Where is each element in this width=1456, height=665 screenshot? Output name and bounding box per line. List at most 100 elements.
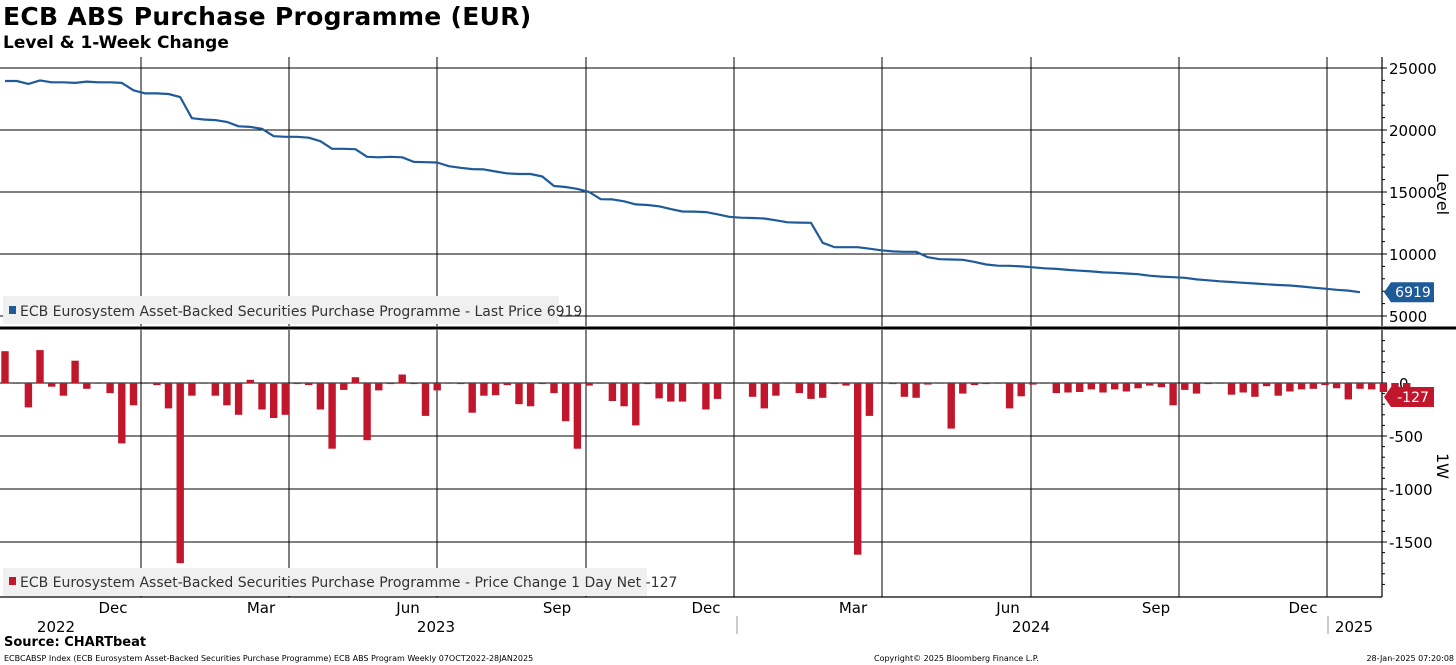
last-value-tag-top: 6919 bbox=[1395, 285, 1431, 301]
change-bar bbox=[795, 383, 803, 394]
change-bar bbox=[702, 383, 710, 410]
change-bar bbox=[713, 383, 722, 399]
change-bar bbox=[1040, 383, 1049, 384]
x-tick-label-month: Dec bbox=[1288, 599, 1317, 617]
change-bar bbox=[223, 383, 231, 406]
change-bar bbox=[760, 383, 768, 409]
copyright-text: Copyright© 2025 Bloomberg Finance L.P. bbox=[874, 654, 1039, 663]
change-bar bbox=[1, 351, 9, 383]
change-bar bbox=[129, 383, 138, 406]
change-bar bbox=[480, 383, 488, 396]
change-bar bbox=[386, 383, 395, 385]
change-bar bbox=[83, 383, 91, 389]
change-bar bbox=[1029, 383, 1037, 385]
change-bar bbox=[562, 383, 570, 422]
change-bar bbox=[340, 383, 348, 390]
y-tick-label-top: 20000 bbox=[1389, 122, 1437, 140]
change-bar bbox=[1274, 383, 1282, 396]
y-tick-label-top: 10000 bbox=[1389, 246, 1437, 264]
x-tick-label-year: 2024 bbox=[1012, 618, 1050, 636]
change-bar bbox=[1332, 383, 1341, 389]
change-bar bbox=[994, 383, 1002, 384]
change-bar bbox=[725, 383, 733, 384]
change-bar bbox=[1356, 383, 1364, 389]
change-bar bbox=[351, 377, 360, 383]
chart-subtitle: Level & 1-Week Change bbox=[3, 33, 229, 53]
change-bar bbox=[398, 374, 406, 383]
change-bar bbox=[445, 383, 453, 384]
change-bar bbox=[305, 383, 313, 386]
change-bar bbox=[783, 383, 792, 384]
change-bar bbox=[1076, 383, 1084, 392]
change-bar bbox=[1087, 383, 1095, 390]
change-bar bbox=[433, 383, 441, 391]
timestamp: 28-Jan-2025 07:20:08 bbox=[1366, 654, 1454, 663]
y-tick-label-top: 5000 bbox=[1389, 308, 1427, 326]
change-bar bbox=[597, 383, 605, 384]
change-bar bbox=[375, 383, 383, 391]
change-bar bbox=[1134, 383, 1142, 389]
chart-title: ECB ABS Purchase Programme (EUR) bbox=[3, 2, 532, 31]
change-bar bbox=[118, 383, 126, 444]
change-bar bbox=[947, 383, 955, 429]
y-tick-label-bottom: -1000 bbox=[1389, 481, 1433, 499]
change-bar bbox=[1379, 383, 1388, 392]
x-tick-label-month: Jun bbox=[995, 599, 1019, 617]
change-bar bbox=[270, 383, 278, 418]
change-bar bbox=[1157, 383, 1166, 388]
change-bar bbox=[316, 383, 325, 410]
legend-box-top bbox=[3, 296, 559, 324]
change-bar bbox=[211, 383, 219, 396]
change-bar bbox=[854, 383, 862, 555]
change-bar bbox=[690, 383, 698, 384]
x-tick-label-month: Sep bbox=[543, 599, 571, 617]
change-bar bbox=[889, 383, 897, 385]
change-bar bbox=[877, 383, 885, 384]
change-bar bbox=[410, 383, 418, 385]
change-bar bbox=[526, 383, 535, 407]
legend-swatch-top bbox=[9, 306, 16, 314]
change-bar bbox=[1286, 383, 1294, 392]
change-bar bbox=[1216, 383, 1224, 384]
y-tick-label-bottom: -500 bbox=[1389, 428, 1423, 446]
change-bar bbox=[1239, 383, 1247, 393]
change-bar bbox=[1192, 383, 1201, 394]
y-tick-label-bottom: -1500 bbox=[1389, 534, 1433, 552]
change-bar bbox=[585, 383, 593, 386]
x-tick-label-year: 2025 bbox=[1335, 618, 1373, 636]
change-bar bbox=[293, 383, 301, 385]
change-bar bbox=[538, 383, 546, 385]
change-bar bbox=[234, 383, 243, 415]
change-bar bbox=[1052, 383, 1060, 394]
change-bar bbox=[258, 383, 266, 410]
legend-text-bottom: ECB Eurosystem Asset-Backed Securities P… bbox=[20, 575, 677, 591]
change-bar bbox=[1017, 383, 1025, 397]
change-bar bbox=[573, 383, 582, 449]
legend-swatch-bottom bbox=[9, 577, 16, 585]
legend-box-bottom bbox=[3, 568, 647, 596]
change-bar bbox=[865, 383, 874, 416]
y-axis-label-top: Level bbox=[1433, 173, 1452, 215]
x-tick-label-month: Dec bbox=[691, 599, 720, 617]
change-bar bbox=[900, 383, 909, 397]
change-bar bbox=[550, 383, 558, 394]
change-bar bbox=[772, 383, 780, 396]
change-bar bbox=[1122, 383, 1131, 392]
change-bar bbox=[13, 383, 21, 384]
change-bar bbox=[970, 383, 979, 386]
change-bar bbox=[959, 383, 967, 394]
change-bar bbox=[620, 383, 628, 407]
change-bar bbox=[1368, 383, 1376, 390]
change-bar bbox=[503, 383, 511, 386]
change-bar bbox=[678, 383, 687, 402]
change-bar bbox=[1344, 383, 1352, 400]
change-bar bbox=[737, 383, 745, 384]
change-bar bbox=[141, 383, 149, 384]
change-bar bbox=[153, 383, 161, 386]
legend-text-top: ECB Eurosystem Asset-Backed Securities P… bbox=[20, 304, 582, 320]
x-tick-label-month: Mar bbox=[247, 599, 276, 617]
y-tick-label-top: 15000 bbox=[1389, 184, 1437, 202]
x-tick-label-month: Sep bbox=[1142, 599, 1170, 617]
change-bar bbox=[48, 383, 56, 387]
